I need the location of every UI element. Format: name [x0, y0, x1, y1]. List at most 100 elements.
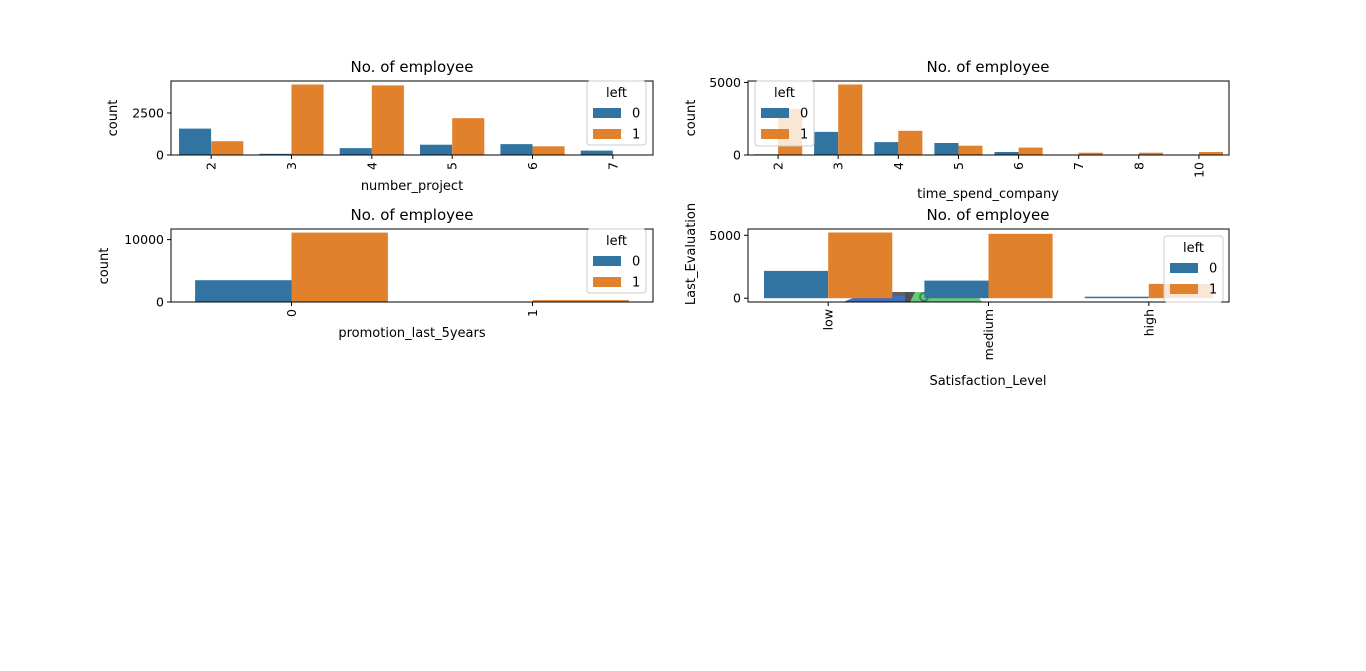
bar-series-0-3 [259, 153, 292, 155]
legend-title: left [606, 86, 627, 101]
y-tick-label: 10000 [124, 232, 164, 247]
legend-swatch-1 [1170, 284, 1198, 294]
x-tick-label: high [1141, 309, 1156, 336]
bar-series-0-low [764, 270, 829, 299]
x-tick-label: 2 [771, 162, 786, 170]
bar-series-1-2 [211, 141, 244, 155]
chart-panel-number-project: 0 2500 2 3 4 5 6 7 No. of employee number_proje… [106, 58, 654, 194]
chart-title: No. of employee [927, 58, 1050, 76]
bar-series-1-8 [1138, 152, 1163, 155]
x-tick-label: 3 [831, 162, 846, 170]
legend-swatch-0 [593, 256, 621, 266]
bar-group [195, 232, 629, 302]
bar-series-1-0 [291, 232, 388, 302]
legend-label-0: 0 [632, 107, 640, 122]
legend-label-1: 1 [1209, 283, 1217, 298]
bar-series-1-4 [898, 130, 923, 155]
legend-swatch-1 [593, 277, 621, 287]
chart-title: No. of employee [927, 206, 1050, 224]
tick-group: 0 5000 low medium high [709, 228, 1156, 361]
chart-panel-satisfaction: 0 5000 low medium high No. of employee Satis… [684, 203, 1230, 389]
y-tick-label: 5000 [709, 75, 741, 90]
x-tick-label: 6 [1011, 162, 1026, 170]
bar-series-1-1 [532, 300, 629, 302]
legend-swatch-0 [593, 108, 621, 118]
x-tick-label: 5 [951, 162, 966, 170]
bar-series-1-5 [452, 118, 485, 155]
legend-swatch-1 [593, 129, 621, 139]
y-axis-label: count [106, 100, 121, 137]
legend-label-1: 1 [632, 128, 640, 143]
chart-panel-promotion: 0 10000 0 1 No. of employee promotion_last_… [97, 206, 654, 341]
x-tick-label: 10 [1191, 162, 1206, 178]
legend-title: left [606, 234, 627, 249]
x-tick-label: 6 [525, 162, 540, 170]
legend-swatch-0 [761, 108, 789, 118]
x-tick-label: 5 [445, 162, 460, 170]
legend-title: left [1183, 241, 1204, 256]
plot-frame [170, 80, 654, 156]
legend-label-1: 1 [800, 128, 808, 143]
bar-series-1-3 [291, 84, 324, 155]
y-tick-label: 0 [156, 295, 164, 310]
tick-group: 0 10000 0 1 [124, 232, 540, 317]
bar-series-1-medium [988, 233, 1053, 299]
y-axis-label: count [97, 248, 112, 285]
bar-series-0-3 [814, 131, 839, 155]
bar-series-0-6 [994, 152, 1019, 155]
y-tick-label: 0 [733, 148, 741, 163]
x-tick-label: 2 [204, 162, 219, 170]
y-tick-label: 0 [156, 148, 164, 163]
x-axis-label: time_spend_company [917, 187, 1059, 202]
bar-series-1-10 [1198, 152, 1223, 155]
legend: left 0 1 [1163, 235, 1224, 303]
legend-label-0: 0 [1209, 262, 1217, 277]
y-axis-label: Last_Evaluation [684, 203, 699, 305]
legend: left 0 1 [586, 80, 647, 146]
bar-group [179, 84, 613, 155]
tick-group: 0 2500 2 3 4 5 6 7 [132, 105, 620, 169]
y-tick-label: 5000 [709, 228, 741, 243]
bar-series-1-low [828, 232, 893, 299]
legend-label-0: 0 [800, 107, 808, 122]
chart-title: No. of employee [351, 58, 474, 76]
bar-series-0-2 [179, 128, 212, 155]
bar-series-1-4 [371, 85, 404, 155]
bar-series-0-0 [195, 280, 292, 302]
bar-series-0-medium [924, 280, 989, 299]
legend: left 0 1 [586, 228, 647, 294]
bar-series-1-6 [1018, 147, 1043, 155]
bar-series-1-5 [958, 145, 983, 155]
legend-label-0: 0 [632, 255, 640, 270]
y-tick-label: 0 [733, 291, 741, 306]
x-tick-label: 1 [525, 309, 540, 317]
x-tick-label: 0 [284, 309, 299, 317]
bar-series-0-7 [580, 150, 613, 155]
bar-series-0-6 [500, 144, 533, 155]
x-tick-label: 7 [605, 162, 620, 170]
y-tick-label: 2500 [132, 105, 164, 120]
x-axis-label: Satisfaction_Level [929, 374, 1046, 389]
legend: left 0 1 [754, 80, 815, 147]
plot-frame [747, 80, 1230, 156]
chart-title: No. of employee [351, 206, 474, 224]
x-tick-label: 8 [1131, 162, 1146, 170]
x-tick-label: 7 [1071, 162, 1086, 170]
x-tick-label: 4 [891, 162, 906, 170]
x-tick-label: 3 [284, 162, 299, 170]
bar-series-0-4 [874, 142, 899, 155]
bar-series-0-high [1084, 296, 1149, 299]
x-tick-label: 4 [364, 162, 379, 170]
legend-swatch-0 [1170, 263, 1198, 273]
bar-series-0-5 [420, 144, 453, 155]
x-tick-label: medium [981, 309, 996, 360]
x-axis-label: number_project [361, 179, 463, 194]
legend-label-1: 1 [632, 276, 640, 291]
plot-frame [170, 228, 654, 303]
legend-swatch-1 [761, 129, 789, 139]
x-axis-label: promotion_last_5years [338, 326, 486, 341]
